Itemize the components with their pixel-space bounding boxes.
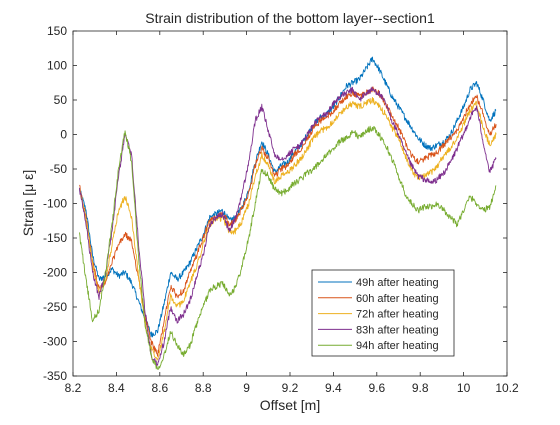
chart-title: Strain distribution of the bottom layer-… — [145, 10, 435, 26]
series-layer — [79, 56, 497, 370]
x-tick-label: 9.2 — [282, 381, 299, 395]
x-tick-label: 8.4 — [108, 381, 125, 395]
legend-label-5: 94h after heating — [356, 340, 439, 352]
x-tick-label: 9.4 — [325, 381, 342, 395]
y-tick-label: -50 — [50, 162, 68, 176]
x-tick-label: 9 — [243, 381, 250, 395]
y-tick-label: -200 — [43, 266, 67, 280]
series-line-4 — [79, 86, 497, 368]
series-line-2 — [79, 86, 497, 357]
legend-label-2: 60h after heating — [356, 293, 439, 305]
y-tick-label: 150 — [47, 24, 67, 38]
series-line-5 — [79, 125, 497, 370]
y-axis: -350 -300 -250 -200 -150 -100 -50 0 50 100 150 — [43, 24, 507, 383]
x-tick-label: 10.2 — [495, 381, 519, 395]
y-tick-label: -350 — [43, 369, 67, 383]
x-tick-label: 8.6 — [151, 381, 168, 395]
legend-label-4: 83h after heating — [356, 324, 439, 336]
x-tick-label: 9.8 — [412, 381, 429, 395]
legend-box — [311, 269, 455, 357]
x-axis-label: Offset [m] — [260, 397, 320, 413]
legend-label-3: 72h after heating — [356, 309, 439, 321]
legend-label-1: 49h after heating — [356, 277, 439, 289]
y-tick-label: -150 — [43, 231, 67, 245]
x-tick-label: 10 — [457, 381, 471, 395]
y-axis-label: Strain [μ ε] — [20, 170, 36, 236]
y-tick-label: 50 — [54, 93, 68, 107]
series-line-1 — [79, 56, 497, 338]
x-tick-label: 9.6 — [368, 381, 385, 395]
y-tick-label: -300 — [43, 335, 67, 349]
x-tick-label: 8.2 — [65, 381, 82, 395]
legend: 49h after heating 60h after heating 72h af… — [311, 269, 455, 357]
x-axis: 8.2 8.4 8.6 8.8 9 9.2 9.4 9.6 9.8 10 10.2 — [65, 31, 519, 395]
y-tick-label: -100 — [43, 197, 67, 211]
y-tick-label: 100 — [47, 59, 67, 73]
x-tick-label: 8.8 — [195, 381, 212, 395]
y-tick-label: 0 — [60, 128, 67, 142]
y-tick-label: -250 — [43, 300, 67, 314]
